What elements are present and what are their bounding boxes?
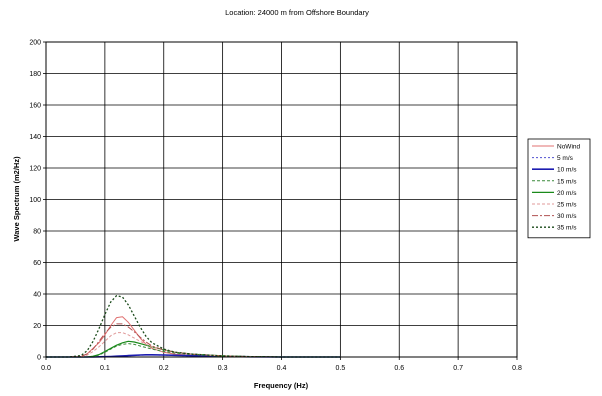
legend-label: 25 m/s	[557, 202, 577, 209]
legend-label: 15 m/s	[557, 178, 577, 185]
y-tick-label: 160	[29, 103, 41, 110]
x-tick-label: 0.7	[453, 365, 463, 372]
legend: NoWind 5 m/s 10 m/s 15 m/s 20 m/s 25 m/s 30 m/…	[527, 138, 591, 239]
x-tick-label: 0.3	[218, 365, 228, 372]
x-tick-label: 0.4	[277, 365, 287, 372]
legend-label: 30 m/s	[557, 213, 577, 220]
series-group	[46, 294, 341, 358]
legend-label: 35 m/s	[557, 225, 577, 232]
y-axis-ticks: 0 20 40 60 80 100 120 140 160 180 200	[29, 40, 46, 362]
y-tick-label: 80	[33, 229, 41, 236]
x-tick-label: 0.8	[512, 365, 522, 372]
x-tick-label: 0.5	[336, 365, 346, 372]
y-axis-title: Wave Spectrum (m2/Hz)	[12, 156, 21, 242]
legend-label: 20 m/s	[557, 190, 577, 197]
y-tick-label: 20	[33, 323, 41, 330]
y-tick-label: 200	[29, 40, 41, 47]
legend-box	[527, 138, 591, 239]
y-tick-label: 40	[33, 292, 41, 299]
x-axis-ticks: 0.0 0.1 0.2 0.3 0.4 0.5 0.6 0.7 0.8	[41, 357, 522, 372]
y-tick-label: 100	[29, 197, 41, 204]
y-tick-label: 60	[33, 260, 41, 267]
legend-label: 10 m/s	[557, 167, 577, 174]
y-tick-label: 140	[29, 134, 41, 141]
legend-label: NoWind	[557, 144, 581, 151]
x-tick-label: 0.2	[159, 365, 169, 372]
y-tick-label: 0	[37, 355, 41, 362]
x-tick-label: 0.1	[100, 365, 110, 372]
x-tick-label: 0.6	[394, 365, 404, 372]
legend-label: 5 m/s	[557, 155, 574, 162]
series-line-35-m-s	[46, 294, 341, 358]
chart-title: Location: 24000 m from Offshore Boundary	[225, 8, 369, 17]
x-tick-label: 0.0	[41, 365, 51, 372]
x-axis-title: Frequency (Hz)	[254, 381, 309, 390]
y-tick-label: 120	[29, 166, 41, 173]
y-tick-label: 180	[29, 71, 41, 78]
